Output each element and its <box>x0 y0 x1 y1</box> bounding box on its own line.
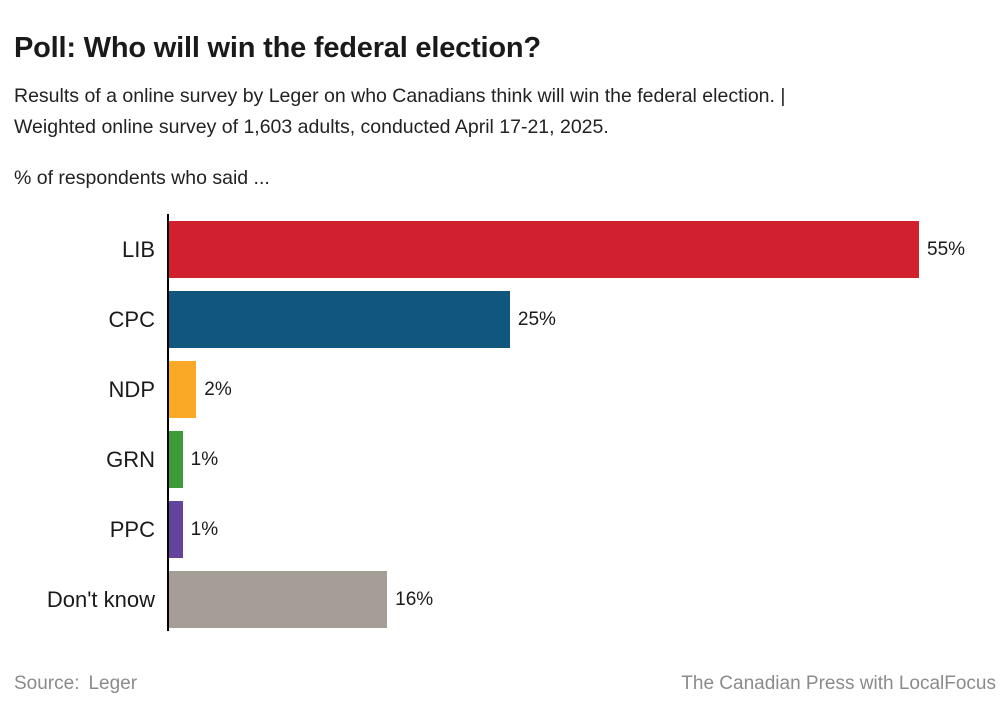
bar-track: 2% <box>167 361 996 418</box>
chart-row: LIB 55% <box>14 221 996 278</box>
bar-chart: LIB 55% CPC 25% NDP 2% GRN 1% PPC 1% Don't know 16% <box>14 214 996 631</box>
chart-subtitle: Results of a online survey by Leger on w… <box>14 81 996 143</box>
category-label: Don't know <box>46 586 155 612</box>
bar-track: 1% <box>167 501 996 558</box>
chart-row: Don't know 16% <box>14 571 996 628</box>
value-label: 55% <box>927 238 966 260</box>
source-value: Leger <box>88 673 138 694</box>
category-label: CPC <box>108 306 155 332</box>
value-label: 2% <box>204 378 232 400</box>
bar-ppc <box>169 501 183 558</box>
bar-track: 16% <box>167 571 996 628</box>
bar-track: 25% <box>167 291 996 348</box>
value-label: 1% <box>190 448 219 470</box>
category-label: PPC <box>109 516 155 542</box>
value-label: 25% <box>517 308 556 330</box>
bar-track: 1% <box>167 431 996 488</box>
subtitle-line-1: Results of a online survey by Leger on w… <box>14 85 786 107</box>
value-label: 16% <box>395 588 434 610</box>
bar-track: 55% <box>167 221 996 278</box>
chart-footer: Source: Leger The Canadian Press with Loc… <box>14 673 996 695</box>
category-label: LIB <box>121 236 155 262</box>
subtitle-line-2: Weighted online survey of 1,603 adults, … <box>14 116 609 138</box>
chart-row: GRN 1% <box>14 431 996 488</box>
chart-row: PPC 1% <box>14 501 996 558</box>
category-label: NDP <box>108 376 155 402</box>
chart-row: NDP 2% <box>14 361 996 418</box>
bar-don-t-know <box>169 571 388 628</box>
source-note: Source: Leger <box>14 673 137 695</box>
page-title: Poll: Who will win the federal election? <box>14 32 541 64</box>
credit-note: The Canadian Press with LocalFocus <box>681 673 996 694</box>
source-label: Source: <box>14 673 80 694</box>
y-axis-line <box>167 214 169 631</box>
bar-cpc <box>169 291 510 348</box>
axis-note: % of respondents who said ... <box>14 167 270 189</box>
bar-grn <box>169 431 183 488</box>
value-label: 1% <box>190 518 219 540</box>
chart-row: CPC 25% <box>14 291 996 348</box>
bar-lib <box>169 221 919 278</box>
bar-ndp <box>169 361 197 418</box>
category-label: GRN <box>106 446 155 472</box>
